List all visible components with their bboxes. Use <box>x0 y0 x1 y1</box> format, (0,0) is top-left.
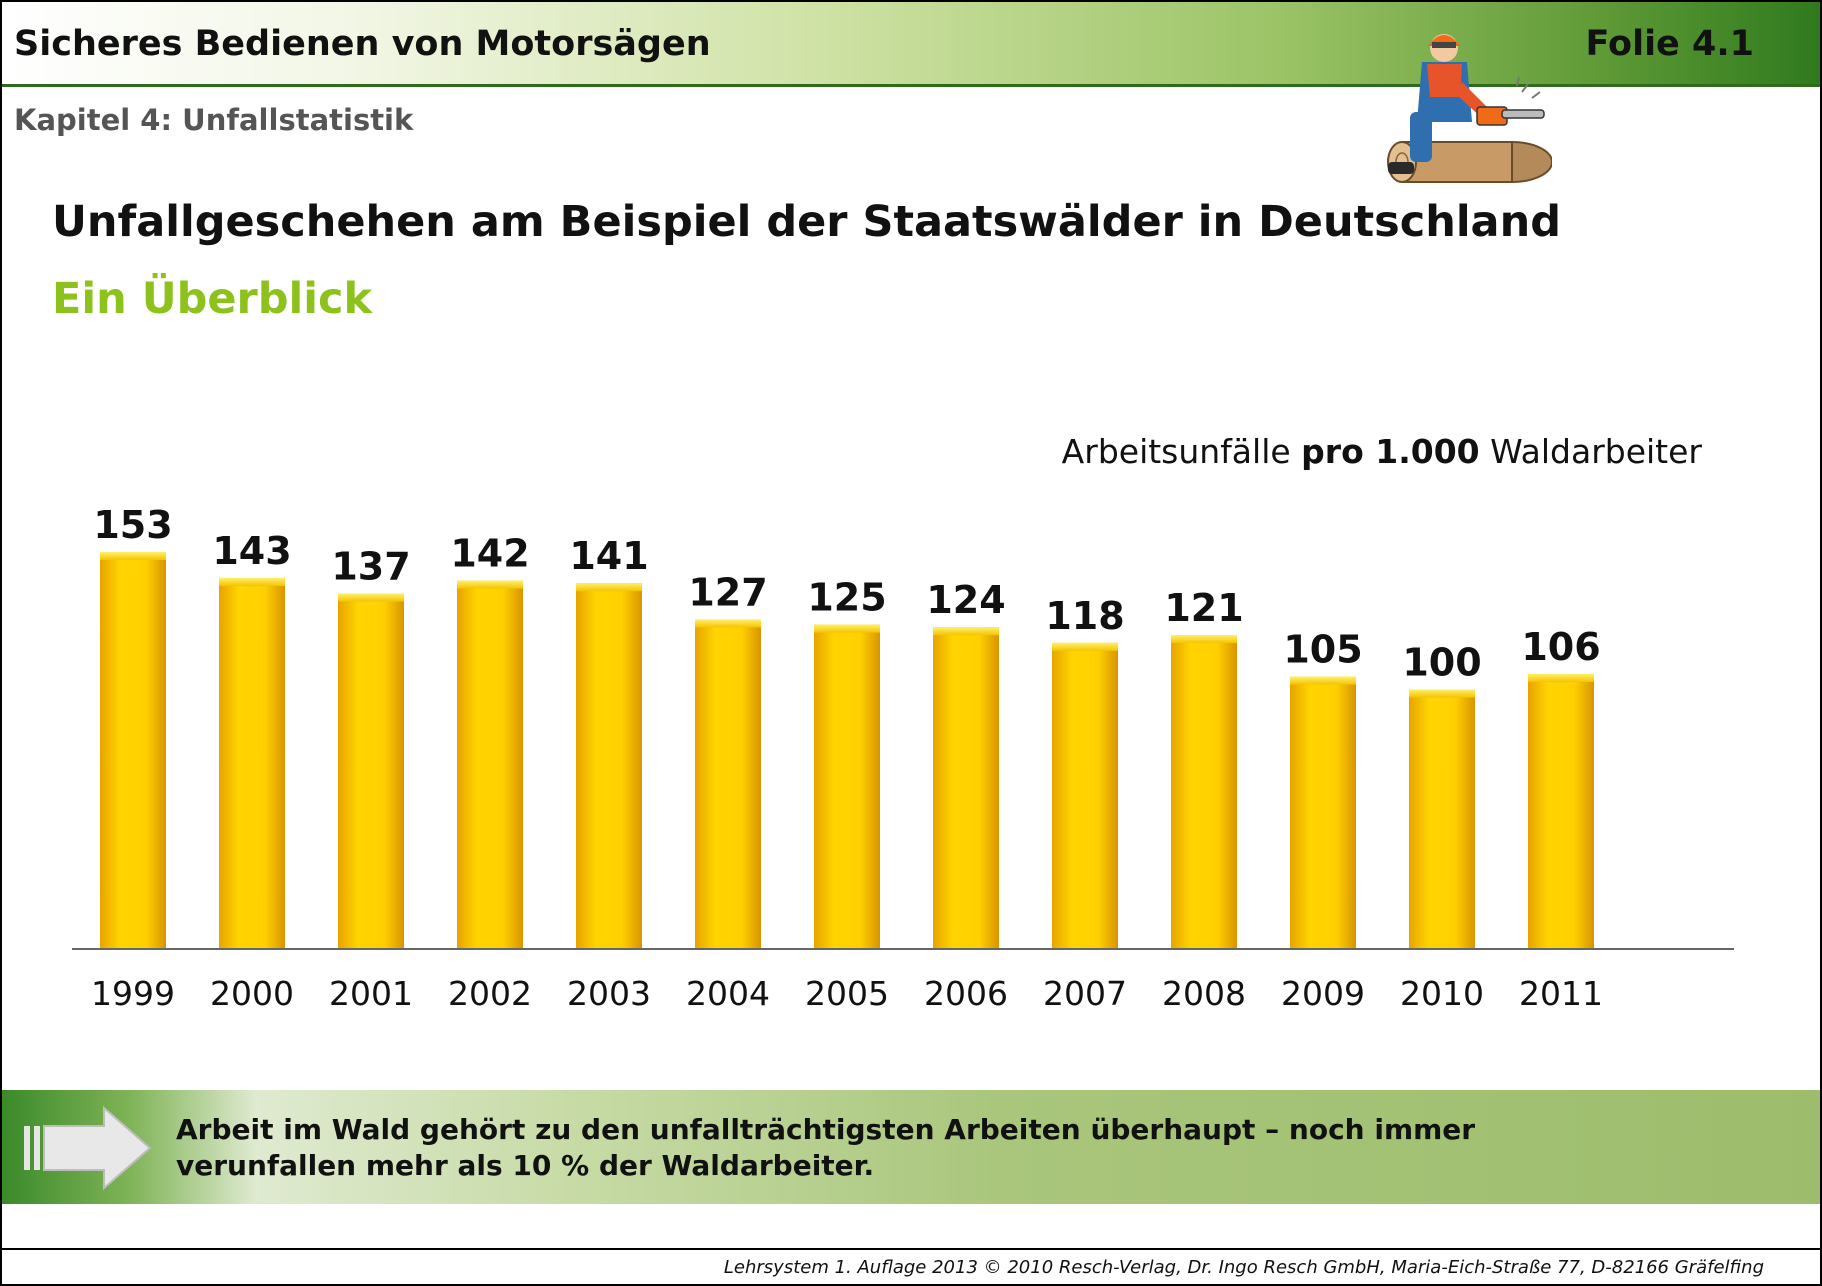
data-label-2010: 100 <box>1402 641 1481 685</box>
sub-title: Ein Überblick <box>52 274 373 324</box>
bar-2003 <box>576 583 642 949</box>
bar-2004 <box>695 619 761 949</box>
data-label-2006: 124 <box>926 578 1005 622</box>
bar-cap-2001 <box>338 593 404 602</box>
bar-2011 <box>1528 673 1594 949</box>
bar-2006 <box>933 627 999 949</box>
data-label-2005: 125 <box>807 576 886 620</box>
banner-text-line1: Arbeit im Wald gehört zu den unfallträch… <box>176 1113 1476 1146</box>
data-label-2009: 105 <box>1283 628 1362 672</box>
bar-2009 <box>1290 676 1356 949</box>
bar-cap-2000 <box>219 577 285 586</box>
data-label-2001: 137 <box>331 545 410 589</box>
x-tick-label-2007: 2007 <box>1043 974 1127 1013</box>
x-tick-label-2001: 2001 <box>329 974 413 1013</box>
bar-cap-2004 <box>695 619 761 628</box>
x-tick-label-2006: 2006 <box>924 974 1008 1013</box>
data-label-2004: 127 <box>688 570 767 614</box>
x-tick-label-1999: 1999 <box>91 974 175 1013</box>
data-label-2011: 106 <box>1521 625 1600 669</box>
bar-2002 <box>457 580 523 949</box>
bar-cap-2005 <box>814 624 880 633</box>
x-tick-label-2002: 2002 <box>448 974 532 1013</box>
x-tick-label-2010: 2010 <box>1400 974 1484 1013</box>
banner-text: Arbeit im Wald gehört zu den unfallträch… <box>176 1112 1736 1184</box>
bar-cap-2006 <box>933 627 999 636</box>
footer-copyright: Lehrsystem 1. Auflage 2013 © 2010 Resch-… <box>723 1257 1764 1278</box>
takeaway-banner: Arbeit im Wald gehört zu den unfallträch… <box>2 1090 1820 1204</box>
x-tick-label-2009: 2009 <box>1281 974 1365 1013</box>
footer-divider <box>2 1248 1820 1250</box>
data-label-2003: 141 <box>569 534 648 578</box>
main-title: Unfallgeschehen am Beispiel der Staatswä… <box>52 197 1561 247</box>
bar-cap-2003 <box>576 583 642 592</box>
bar-cap-2011 <box>1528 673 1594 682</box>
unit-label-suffix: Waldarbeiter <box>1479 432 1702 471</box>
bar-1999 <box>100 552 166 949</box>
x-tick-label-2011: 2011 <box>1519 974 1603 1013</box>
bar-2000 <box>219 577 285 949</box>
banner-text-line2: verunfallen mehr als 10 % der Waldarbeit… <box>176 1149 875 1182</box>
data-label-2008: 121 <box>1164 586 1243 630</box>
bar-2007 <box>1052 642 1118 949</box>
bar-chart: 153 1999 143 2000 137 2001 142 2002 141 2003 127 20… <box>72 503 1734 1013</box>
unit-label-bold: pro 1.000 <box>1301 432 1480 471</box>
x-tick-label-2004: 2004 <box>686 974 770 1013</box>
chapter-label: Kapitel 4: Unfallstatistik <box>14 103 414 137</box>
bar-cap-2008 <box>1171 635 1237 644</box>
x-tick-label-2005: 2005 <box>805 974 889 1013</box>
data-label-2002: 142 <box>450 532 529 576</box>
bar-cap-2002 <box>457 580 523 589</box>
bar-cap-2007 <box>1052 642 1118 651</box>
slide-number: Folie 4.1 <box>1585 24 1754 64</box>
x-tick-label-2008: 2008 <box>1162 974 1246 1013</box>
bar-2001 <box>338 593 404 949</box>
bar-2008 <box>1171 635 1237 949</box>
data-label-2000: 143 <box>212 529 291 573</box>
data-label-2007: 118 <box>1045 594 1124 638</box>
bar-cap-2010 <box>1409 689 1475 698</box>
x-tick-label-2003: 2003 <box>567 974 651 1013</box>
x-tick-label-2000: 2000 <box>210 974 294 1013</box>
chainsaw-worker-icon <box>1387 34 1552 183</box>
right-arrow-icon <box>24 1105 152 1191</box>
bar-cap-1999 <box>100 552 166 560</box>
header-title: Sicheres Bedienen von Motorsägen <box>14 24 711 64</box>
bar-2010 <box>1409 689 1475 949</box>
header-bar: Sicheres Bedienen von Motorsägen Folie 4… <box>2 2 1820 87</box>
bar-2005 <box>814 624 880 949</box>
data-label-1999: 153 <box>93 503 172 547</box>
unit-label-prefix: Arbeitsunfälle <box>1061 432 1302 471</box>
bar-cap-2009 <box>1290 676 1356 685</box>
chart-unit-label: Arbeitsunfälle pro 1.000 Waldarbeiter <box>1022 432 1702 471</box>
